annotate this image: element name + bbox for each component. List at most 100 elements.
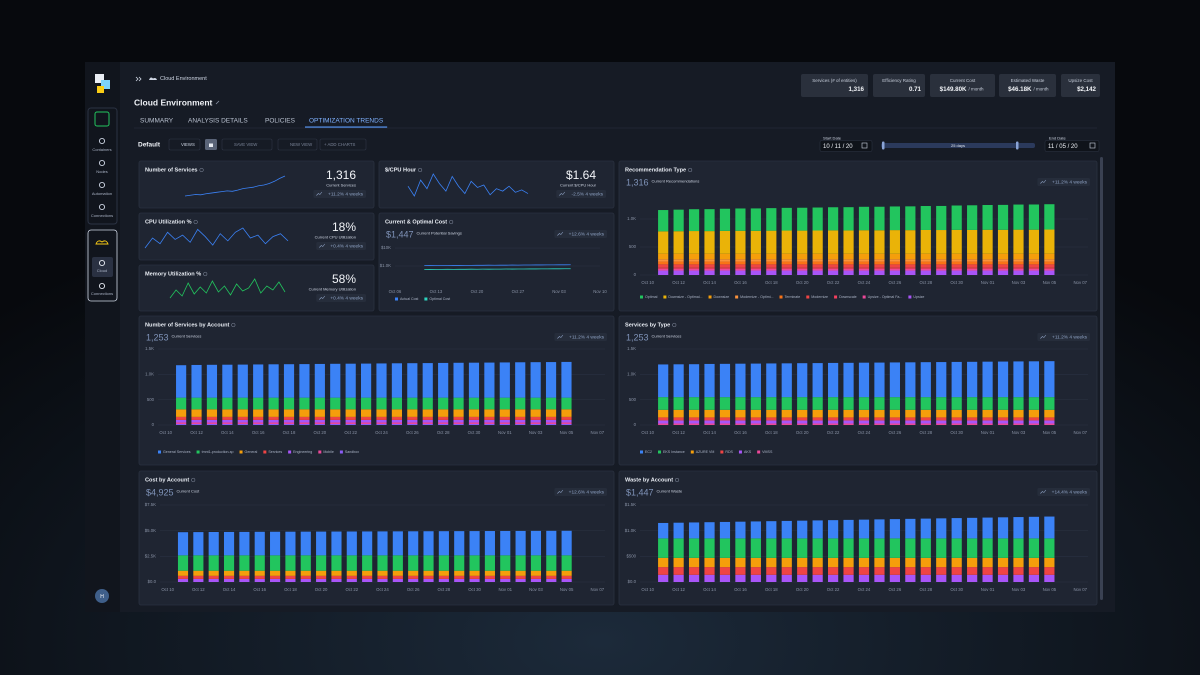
info-icon[interactable]	[191, 477, 196, 483]
avatar[interactable]	[95, 589, 109, 603]
bar-segment	[905, 423, 916, 425]
nav-icon[interactable]	[98, 181, 106, 189]
tab[interactable]: POLICIES	[265, 118, 296, 125]
tab[interactable]: OPTIMIZATION TRENDS	[309, 118, 384, 125]
info-icon[interactable]	[193, 219, 198, 225]
nav-icon[interactable]	[98, 259, 106, 267]
tab[interactable]: SUMMARY	[140, 118, 174, 125]
legend-label[interactable]: Modernize	[811, 295, 828, 299]
nav-label[interactable]: Automation	[92, 191, 112, 196]
info-icon[interactable]	[449, 219, 454, 225]
legend-label[interactable]: Downsize	[714, 295, 730, 299]
scrollbar[interactable]	[1100, 157, 1103, 600]
toolbar-button[interactable]	[277, 138, 318, 151]
info-icon[interactable]	[231, 322, 236, 328]
legend-label[interactable]: EKS Instance	[663, 450, 685, 454]
toolbar-button[interactable]	[168, 138, 201, 151]
legend-label[interactable]: Optimal Cost	[429, 297, 450, 301]
legend-label[interactable]: tmnt1-production-sp	[202, 450, 234, 454]
bar-segment	[206, 416, 218, 420]
legend-label[interactable]: Services	[268, 450, 282, 454]
range-track[interactable]	[881, 143, 1035, 148]
info-icon[interactable]	[672, 322, 677, 328]
panel-title: $/CPU Hour	[385, 167, 417, 173]
legend-label[interactable]: VMSS	[762, 450, 773, 454]
bar-segment	[253, 422, 264, 424]
bar-segment	[874, 253, 885, 260]
bar-segment	[812, 261, 823, 265]
info-icon[interactable]	[688, 167, 693, 173]
headline-label: Current CPU Utilization	[315, 235, 356, 240]
bar-segment	[191, 416, 202, 420]
bar-segment	[766, 208, 777, 231]
bar-segment	[1044, 229, 1055, 254]
bar-segment	[377, 575, 388, 579]
headline-label: Current Services	[172, 334, 202, 339]
legend-label[interactable]: Optimal	[645, 295, 658, 299]
legend-label[interactable]: AZURE VM	[696, 450, 715, 454]
bar-segment	[997, 423, 1009, 425]
bar-segment	[223, 555, 235, 571]
nav-active	[92, 257, 113, 277]
legend-label[interactable]: Upsize - Optimal Fa...	[868, 295, 903, 299]
date-input[interactable]	[819, 140, 873, 152]
range-handle[interactable]	[882, 141, 885, 150]
bar-segment	[545, 422, 557, 424]
bar-segment	[300, 555, 311, 571]
nav-icon[interactable]	[98, 137, 106, 145]
x-tick-label: Oct 10	[159, 430, 172, 435]
nav-label[interactable]: Connections	[91, 213, 113, 218]
toolbar-button[interactable]	[319, 138, 367, 151]
bar-segment	[658, 210, 669, 232]
date-value: 11 / 05 / 20	[1048, 144, 1078, 150]
legend-label[interactable]: Downsize - Optimal...	[668, 295, 702, 299]
range-handle[interactable]	[1016, 141, 1019, 150]
toolbar-button[interactable]	[221, 138, 273, 151]
legend-label[interactable]: General	[245, 450, 258, 454]
legend-label[interactable]: Modernize - Optimi...	[740, 295, 773, 299]
legend-label[interactable]: AKS	[744, 450, 752, 454]
bar-segment	[1013, 259, 1024, 262]
bar-segment	[546, 578, 557, 582]
bar-segment	[561, 416, 572, 420]
legend-label[interactable]: EC2	[645, 450, 652, 454]
bar-segment	[285, 531, 296, 556]
bar-segment	[561, 570, 572, 576]
legend-label[interactable]: Terminate	[785, 295, 801, 299]
nav-label[interactable]: Nodes	[96, 169, 108, 174]
info-icon[interactable]	[418, 167, 423, 173]
nav-label[interactable]: Connections	[91, 291, 113, 296]
nav-home[interactable]	[94, 111, 110, 127]
legend-label[interactable]: General Services	[163, 450, 191, 454]
info-icon[interactable]	[675, 477, 680, 483]
bar-segment	[177, 532, 189, 556]
info-icon[interactable]	[203, 271, 208, 277]
legend-label[interactable]: Sandbox	[345, 450, 359, 454]
cloud-icon[interactable]	[95, 240, 109, 245]
headline-label: Current Services	[652, 334, 682, 339]
bar-segment	[997, 517, 1009, 539]
legend-label[interactable]: Engineering	[293, 450, 312, 454]
bar-segment	[858, 519, 870, 539]
bar-segment	[561, 419, 572, 423]
nav-icon[interactable]	[98, 159, 106, 167]
bar-segment	[920, 362, 931, 398]
bar-segment	[828, 409, 839, 418]
info-icon[interactable]	[199, 167, 204, 173]
bar-segment	[735, 420, 746, 424]
nav-icon[interactable]	[98, 203, 106, 211]
nav-label[interactable]: Containers	[92, 147, 111, 152]
legend-label[interactable]: RDS	[725, 450, 733, 454]
breadcrumb[interactable]: Cloud Environment	[160, 76, 207, 82]
nav-icon[interactable]	[98, 282, 106, 290]
date-input[interactable]	[1044, 140, 1100, 152]
legend-label[interactable]: Mobile	[323, 450, 334, 454]
tab[interactable]: ANALYSIS DETAILS	[188, 118, 248, 125]
legend-label[interactable]: Upsize	[913, 295, 924, 299]
bar-segment	[1044, 268, 1055, 271]
nav-label[interactable]: Cloud	[97, 268, 107, 273]
legend-label[interactable]: Actual Cost	[400, 297, 418, 301]
headline: $1.64	[566, 168, 596, 182]
expand-icon[interactable]	[135, 76, 142, 82]
legend-label[interactable]: Downscale	[839, 295, 857, 299]
